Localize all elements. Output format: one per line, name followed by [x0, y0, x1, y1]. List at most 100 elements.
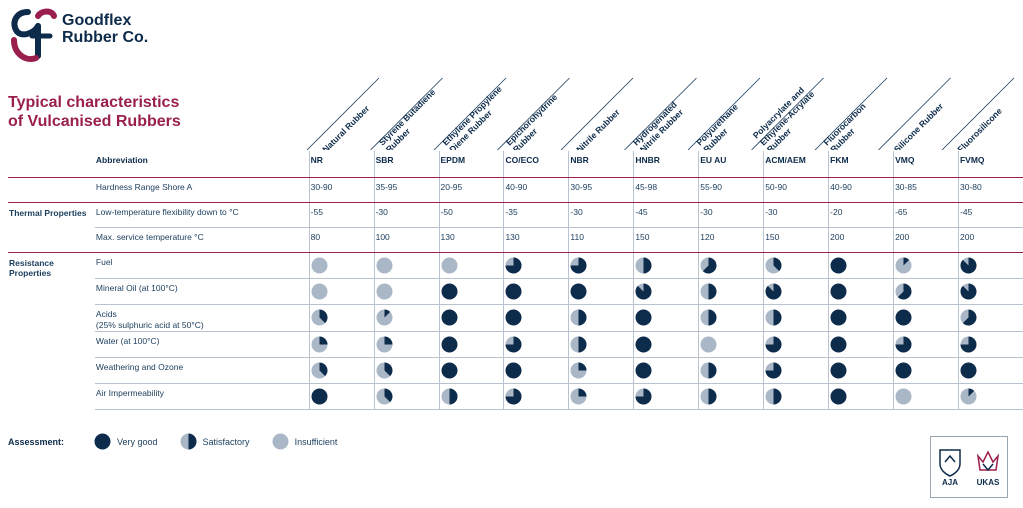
rating-cell [698, 357, 764, 384]
rating-pie-icon [960, 257, 977, 273]
rating-pie-icon [570, 388, 587, 404]
row-label: Max. service temperature °C [94, 227, 310, 253]
rating-cell [633, 252, 699, 279]
column-header-label: Fluorocarbon [821, 101, 867, 147]
rating-pie-icon [960, 283, 977, 299]
table-row: Air Impermeability [8, 383, 1023, 410]
rating-pie-icon [376, 336, 393, 352]
rating-cell [568, 357, 634, 384]
rating-pie-icon [311, 362, 328, 378]
value-cell: ACM/AEM [763, 151, 829, 178]
value-cell: SBR [373, 151, 440, 178]
rating-pie-icon [960, 362, 977, 378]
rating-pie-icon [765, 388, 782, 404]
rating-cell [503, 304, 569, 332]
rating-cell [763, 304, 829, 332]
rating-cell [308, 304, 375, 332]
value-cell: 150 [633, 227, 699, 253]
rating-cell [308, 331, 375, 358]
aja-shield-icon [939, 448, 961, 477]
rating-cell [957, 357, 1023, 384]
rating-pie-icon [830, 336, 847, 352]
rating-pie-icon [765, 309, 782, 325]
ukas-crown-icon [976, 449, 1000, 471]
rating-pie-icon [505, 388, 522, 404]
rating-cell [957, 304, 1023, 332]
rating-cell [763, 331, 829, 358]
legend-satisfactory-label: Satisfactory [202, 436, 250, 447]
rating-cell [828, 278, 894, 305]
row-label: Fuel [94, 252, 310, 279]
rating-cell [308, 383, 375, 410]
column-header-label: Rubber [384, 126, 413, 150]
rating-pie-icon [441, 388, 458, 404]
value-cell: 80 [308, 227, 375, 253]
rating-pie-icon [570, 336, 587, 352]
characteristics-table: Abbreviation NR SBR EPDM CO/ECO NBR HNBR EU AU A… [8, 151, 1023, 410]
column-header-label: Rubber [511, 126, 540, 150]
rating-pie-icon [960, 336, 977, 352]
rating-cell [373, 357, 440, 384]
rating-cell [438, 331, 504, 358]
row-label-text: Water (at 100°C) [95, 335, 160, 346]
rating-cell [373, 252, 440, 279]
value-cell: CO/ECO [503, 151, 569, 178]
rating-pie-icon [505, 362, 522, 378]
rating-cell [893, 252, 959, 279]
legend-insufficient-label: Insufficient [294, 436, 338, 447]
insufficient-icon [272, 433, 289, 450]
column-header-rule [624, 77, 697, 150]
row-label-text: Weathering and Ozone [95, 361, 184, 372]
table-row: Abbreviation NR SBR EPDM CO/ECO NBR HNBR EU AU A… [8, 151, 1023, 178]
section-label [8, 177, 95, 203]
rating-cell [763, 278, 829, 305]
section-label [8, 331, 95, 357]
value-cell: 45-98 [633, 177, 699, 203]
column-header-rule [306, 77, 380, 150]
rating-pie-icon [830, 362, 847, 378]
rating-cell [828, 383, 894, 410]
column-header: Natural Rubber [306, 77, 380, 150]
rating-cell [503, 252, 569, 279]
row-label: Water (at 100°C) [94, 331, 310, 358]
row-label: Hardness Range Shore A [94, 177, 310, 203]
rating-pie-icon [700, 336, 717, 352]
rating-pie-icon [895, 362, 912, 378]
rating-pie-icon [505, 283, 522, 299]
table-row: Water (at 100°C) [8, 331, 1023, 358]
value-cell: EU AU [698, 151, 764, 178]
column-header: Fluorosilicone [941, 77, 1015, 150]
rating-pie-icon [700, 257, 717, 273]
brand-name: Goodflex Rubber Co. [62, 12, 148, 46]
rating-pie-icon [830, 283, 847, 299]
rating-pie-icon [960, 309, 977, 325]
section-label: Resistance Properties [9, 257, 54, 278]
table-row: Acids (25% sulphuric acid at 50°C) [8, 304, 1023, 332]
rating-cell [308, 278, 375, 305]
value-cell: 130 [438, 227, 504, 253]
section-label [8, 227, 95, 253]
rating-pie-icon [376, 309, 393, 325]
value-cell: 130 [503, 227, 569, 253]
rating-pie-icon [635, 257, 652, 273]
rating-cell [893, 357, 959, 384]
rating-pie-icon [441, 257, 458, 273]
title-line-2: of Vulcanised Rubbers [8, 113, 181, 130]
value-cell: 30-85 [893, 177, 959, 203]
rating-cell [503, 278, 569, 305]
rating-cell [568, 278, 634, 305]
row-label-text: Mineral Oil (at 100°C) [95, 282, 178, 293]
rating-pie-icon [311, 283, 328, 299]
ukas-label: UKAS [976, 477, 1000, 487]
column-header-rule [814, 77, 888, 150]
value-cell: -30 [373, 202, 440, 228]
rating-cell [568, 331, 634, 358]
value-cell: -30 [763, 202, 829, 228]
value-cell: -65 [893, 202, 959, 228]
column-header-label: Nitrile Rubber [574, 107, 622, 150]
rating-pie-icon [830, 388, 847, 404]
rating-cell [633, 383, 699, 410]
value-cell: -30 [698, 202, 764, 228]
row-label: Low-temperature flexibility down to °C [94, 202, 310, 228]
